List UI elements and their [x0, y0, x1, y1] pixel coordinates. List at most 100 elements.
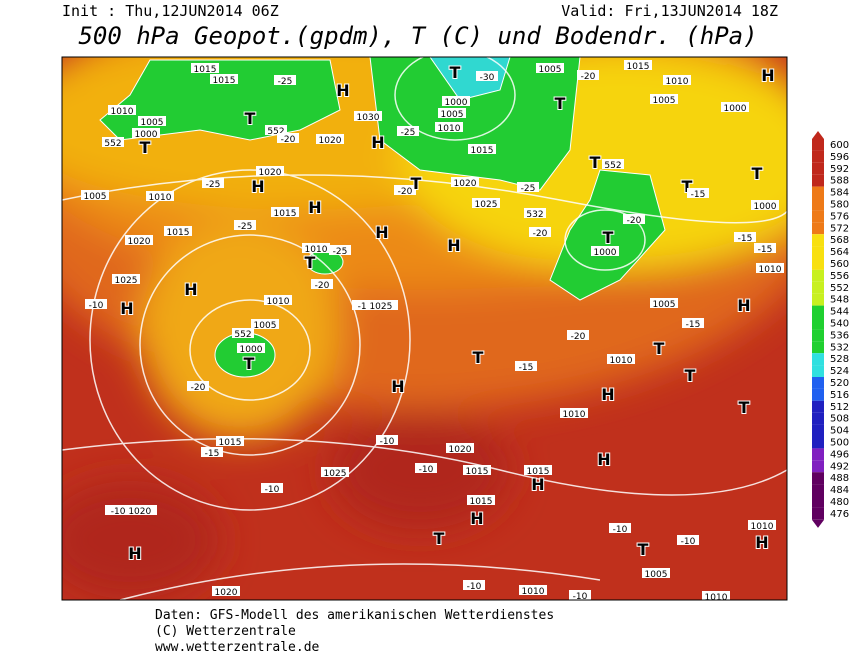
label-box: [756, 263, 784, 273]
isoline-label: 552: [234, 330, 251, 340]
label-box: [187, 381, 209, 391]
isoline-label: -25: [278, 77, 293, 87]
colorbar-label: 588: [830, 176, 849, 187]
colorbar-cell: [812, 472, 824, 485]
label-box: [748, 520, 776, 530]
label-box: [102, 137, 124, 147]
colorbar-label: 584: [830, 188, 849, 199]
label-box: [624, 60, 652, 70]
isoline-label: 532: [526, 210, 543, 220]
colorbar-label: 484: [830, 485, 849, 496]
label-box: [517, 182, 539, 192]
isoline-label: -15: [738, 234, 753, 244]
isoline-label: 1010: [305, 245, 328, 255]
isoline-label: 1020: [259, 168, 282, 178]
label-box: [702, 591, 730, 600]
isoline-label: 1005: [254, 321, 277, 331]
pressure-center: H: [375, 223, 388, 242]
isoline-label: 1005: [84, 192, 107, 202]
colorbar-cell: [812, 258, 824, 270]
label-box: [687, 188, 709, 198]
label-box: [529, 227, 551, 237]
label-box: [677, 535, 699, 545]
isoline-label: 1025: [324, 469, 347, 479]
pressure-center: H: [737, 296, 750, 315]
colorbar-label: 536: [830, 330, 849, 341]
label-box: [256, 166, 284, 176]
colorbar-cell: [812, 150, 824, 163]
colorbar-cell: [812, 198, 824, 211]
label-box: [202, 178, 224, 188]
isoline-label: 1015: [627, 62, 650, 72]
init-time: Init : Thu,12JUN2014 06Z: [62, 2, 279, 20]
colorbar-cell: [812, 222, 824, 235]
isoline-label: 1025: [475, 200, 498, 210]
pressure-center: H: [601, 385, 614, 404]
label-box: [467, 495, 495, 505]
label-box: [271, 207, 299, 217]
isoline-label: 552: [604, 161, 621, 171]
isoline-label: 1015: [213, 76, 236, 86]
label-box: [397, 126, 419, 136]
colorbar-cell: [812, 388, 824, 401]
colorbar-cell: [812, 293, 824, 306]
isoline-label: 1010: [751, 522, 774, 532]
isoline-label: 1010: [666, 77, 689, 87]
isoline-label: 1000: [754, 202, 777, 212]
colorbar-label: 580: [830, 200, 849, 211]
isoline-label: 1010: [705, 593, 728, 603]
colorbar-label: 540: [830, 319, 849, 330]
colorbar-label: 572: [830, 223, 849, 234]
label-box: [567, 330, 589, 340]
colorbar-label: 576: [830, 211, 849, 222]
colorbar-label: 528: [830, 354, 849, 365]
pressure-center: T: [245, 109, 256, 128]
isoline-label: -15: [519, 363, 534, 373]
label-box: [146, 191, 174, 201]
label-box: [125, 235, 153, 245]
isoline-label: 1015: [167, 228, 190, 238]
label-box: [415, 463, 437, 473]
isoline-label: -25: [401, 128, 416, 138]
isoline-label: 1015: [470, 497, 493, 507]
isoline-label: 1005: [653, 96, 676, 106]
isoline-label: 1015: [194, 65, 217, 75]
colorbar-cell: [812, 377, 824, 389]
label-box: [352, 300, 398, 310]
isoline-label: 1000: [135, 130, 158, 140]
pressure-center: T: [603, 228, 614, 247]
label-box: [201, 447, 223, 457]
colorbar-label: 520: [830, 378, 849, 389]
label-box: [663, 75, 691, 85]
colorbar-cell: [812, 424, 824, 437]
pressure-center: T: [473, 348, 484, 367]
isoline-label: 1000: [240, 345, 263, 355]
label-box: [609, 523, 631, 533]
label-box: [536, 63, 564, 73]
colorbar-cell: [812, 329, 824, 342]
isoline-label: -10: [681, 537, 696, 547]
colorbar-label: 496: [830, 449, 849, 460]
colorbar-cell: [812, 507, 824, 520]
label-box: [472, 198, 500, 208]
isoline-label: 1010: [610, 356, 633, 366]
isoline-label: -10: [467, 582, 482, 592]
colorbar-label: 596: [830, 152, 849, 163]
colorbar-cell: [812, 460, 824, 473]
colorbar-cell: [812, 269, 824, 282]
colorbar-label: 480: [830, 497, 849, 508]
isoline-label: -10: [573, 592, 588, 602]
colorbar-label: 504: [830, 426, 849, 437]
isoline-label: 1000: [594, 248, 617, 258]
colorbar-label: 556: [830, 271, 849, 282]
colorbar-label: 592: [830, 164, 849, 175]
label-box: [212, 586, 240, 596]
colorbar-cell: [812, 162, 824, 175]
label-box: [85, 299, 107, 309]
colorbar-label: 512: [830, 402, 849, 413]
colorbar-label: 564: [830, 247, 849, 258]
pressure-center: T: [638, 540, 649, 559]
isoline-label: -1 1025: [358, 302, 393, 312]
